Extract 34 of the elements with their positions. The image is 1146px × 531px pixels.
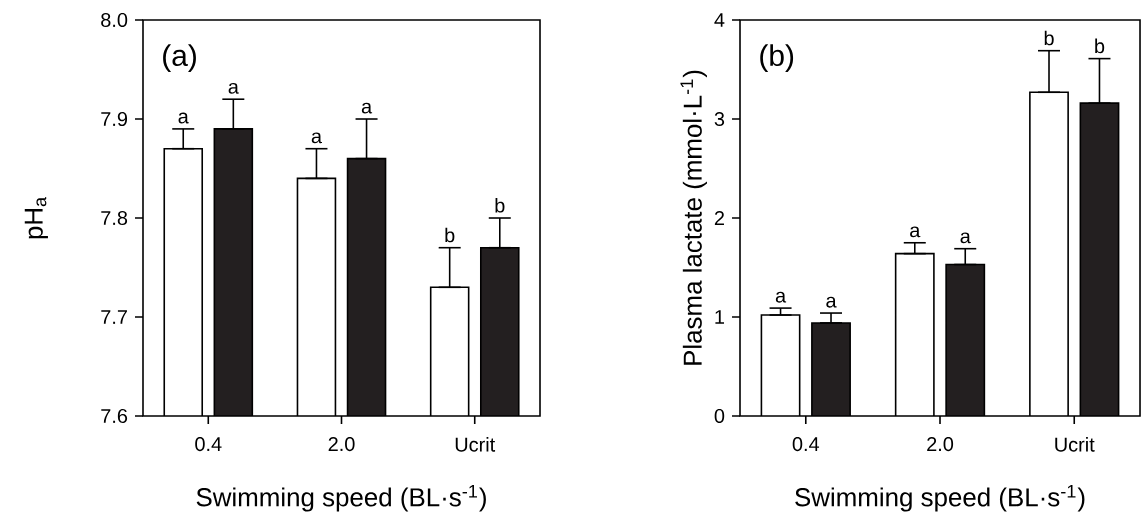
x-tick-label: 2.0 [927,437,954,452]
y-tick-label: 0 [714,408,725,424]
y-axis-title: pH$_{a}$ [24,196,48,239]
y-tick-label: 7.8 [101,210,128,226]
y-tick-label: 7.7 [101,310,127,324]
annotation: a [311,132,323,144]
annotation: (b) [760,44,794,73]
annotation: a [775,291,787,303]
annotation: b [495,197,505,213]
annotation: (a) [163,44,196,73]
annotation: a [178,112,189,124]
x-axis-title: Swimming speed (BL·s$^{-1}$) [196,485,486,512]
y-tick-label: 1 [715,310,725,324]
annotation: a [910,226,921,238]
annotation: a [361,102,373,114]
annotation: b [445,227,455,243]
annotation: a [228,82,239,94]
y-tick-label: 4 [714,13,725,27]
y-axis-title: Plasma lactate (mmol·L$^{-1}$) [680,70,707,365]
x-tick-label: 0.4 [195,437,222,452]
x-tick-label: 0.4 [792,437,820,452]
y-tick-label: 8.0 [101,12,128,28]
y-tick-label: 2 [714,211,724,225]
annotation: a [826,296,837,308]
x-tick-label: Ucrit [1055,437,1095,452]
y-tick-label: 7.9 [101,111,128,127]
x-tick-label: Ucrit [455,437,496,452]
annotation: b [1044,30,1054,46]
y-tick-label: 7.6 [101,408,128,424]
y-tick-label: 3 [714,111,725,127]
x-axis-title: Swimming speed (BL·s$^{-1}$) [795,485,1085,512]
x-tick-label: 2.0 [328,437,355,452]
annotation: a [960,232,971,244]
annotation: b [1095,38,1105,54]
